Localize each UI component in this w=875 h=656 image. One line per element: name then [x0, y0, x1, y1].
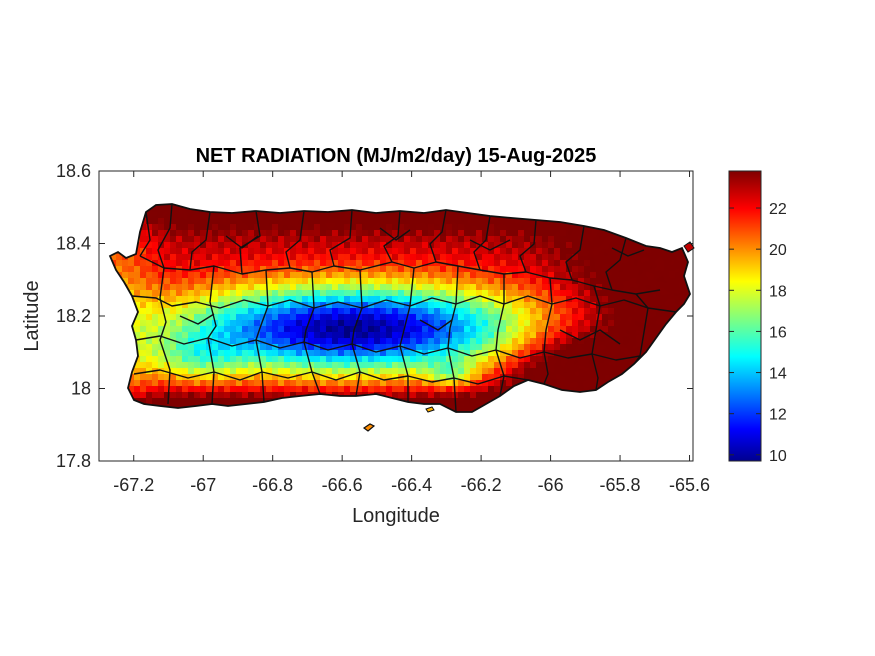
- y-axis-ticks: 18.6 18.4 18.2 18 17.8: [56, 161, 693, 471]
- municipality-border: [543, 277, 553, 385]
- y-axis-title: Latitude: [21, 280, 43, 351]
- island-outline: [108, 203, 691, 413]
- x-tick-label: -66.8: [252, 475, 293, 495]
- chart-title: NET RADIATION (MJ/m2/day) 15-Aug-2025: [196, 145, 597, 167]
- municipality-border: [225, 235, 259, 249]
- municipality-border: [303, 271, 321, 395]
- municipality-border: [351, 269, 363, 397]
- islet-south-coast: [425, 406, 435, 413]
- colorbar-tick-label: 20: [769, 242, 787, 259]
- colorbar: [728, 170, 762, 462]
- colorbar-tick-label: 12: [769, 407, 787, 424]
- y-tick-label: 18: [71, 379, 91, 399]
- municipality-border: [473, 215, 491, 271]
- x-tick-label: -65.8: [600, 475, 641, 495]
- municipality-border: [157, 203, 173, 269]
- municipality-border: [285, 210, 305, 269]
- municipality-border: [419, 319, 453, 331]
- municipality-border: [605, 237, 627, 291]
- x-tick-label: -66.2: [461, 475, 502, 495]
- colorbar-ticks: 22 20 18 16 14 12 10: [729, 201, 787, 465]
- municipality-border: [383, 210, 401, 263]
- x-axis-title: Longitude: [352, 505, 440, 527]
- municipality-border: [135, 335, 641, 361]
- y-tick-label: 17.8: [56, 451, 91, 471]
- colorbar-tick-label: 16: [769, 324, 787, 341]
- y-tick-label: 18.6: [56, 161, 91, 181]
- municipality-border: [207, 265, 217, 405]
- municipality-border: [255, 269, 269, 403]
- islet-caja-de-muertos: [362, 423, 376, 432]
- x-tick-label: -66.4: [391, 475, 432, 495]
- colorbar-tick-label: 14: [769, 366, 787, 383]
- municipality-border: [179, 313, 215, 325]
- y-tick-label: 18.4: [56, 234, 91, 254]
- municipality-border: [495, 274, 505, 397]
- municipality-border: [189, 211, 211, 271]
- municipality-border: [519, 219, 537, 273]
- x-tick-label: -66: [538, 475, 564, 495]
- municipality-border: [131, 295, 677, 313]
- x-tick-label: -67: [190, 475, 216, 495]
- x-axis-ticks: -67.2 -67 -66.8 -66.6 -66.4 -66.2 -66 -65.8 -65.…: [113, 171, 710, 495]
- municipality-border: [329, 209, 353, 267]
- colorbar-tick-label: 18: [769, 283, 787, 300]
- municipality-border: [399, 267, 415, 402]
- municipality-border: [633, 293, 649, 365]
- municipality-border: [159, 267, 171, 405]
- municipality-border: [133, 369, 529, 385]
- municipality-border: [591, 285, 601, 391]
- municipality-border: [565, 225, 585, 281]
- colorbar-tick-label: 22: [769, 201, 787, 218]
- municipality-border: [429, 209, 447, 263]
- municipality-borders: [131, 203, 677, 413]
- x-tick-label: -67.2: [113, 475, 154, 495]
- y-tick-label: 18.2: [56, 306, 91, 326]
- municipality-border: [611, 247, 645, 257]
- municipality-border: [139, 211, 151, 257]
- municipality-border: [559, 329, 621, 345]
- x-tick-label: -66.6: [322, 475, 363, 495]
- municipality-border: [447, 265, 459, 413]
- municipality-border: [379, 227, 411, 241]
- colorbar-tick-label: 10: [769, 448, 787, 465]
- x-tick-label: -65.6: [669, 475, 710, 495]
- municipality-border: [469, 239, 511, 251]
